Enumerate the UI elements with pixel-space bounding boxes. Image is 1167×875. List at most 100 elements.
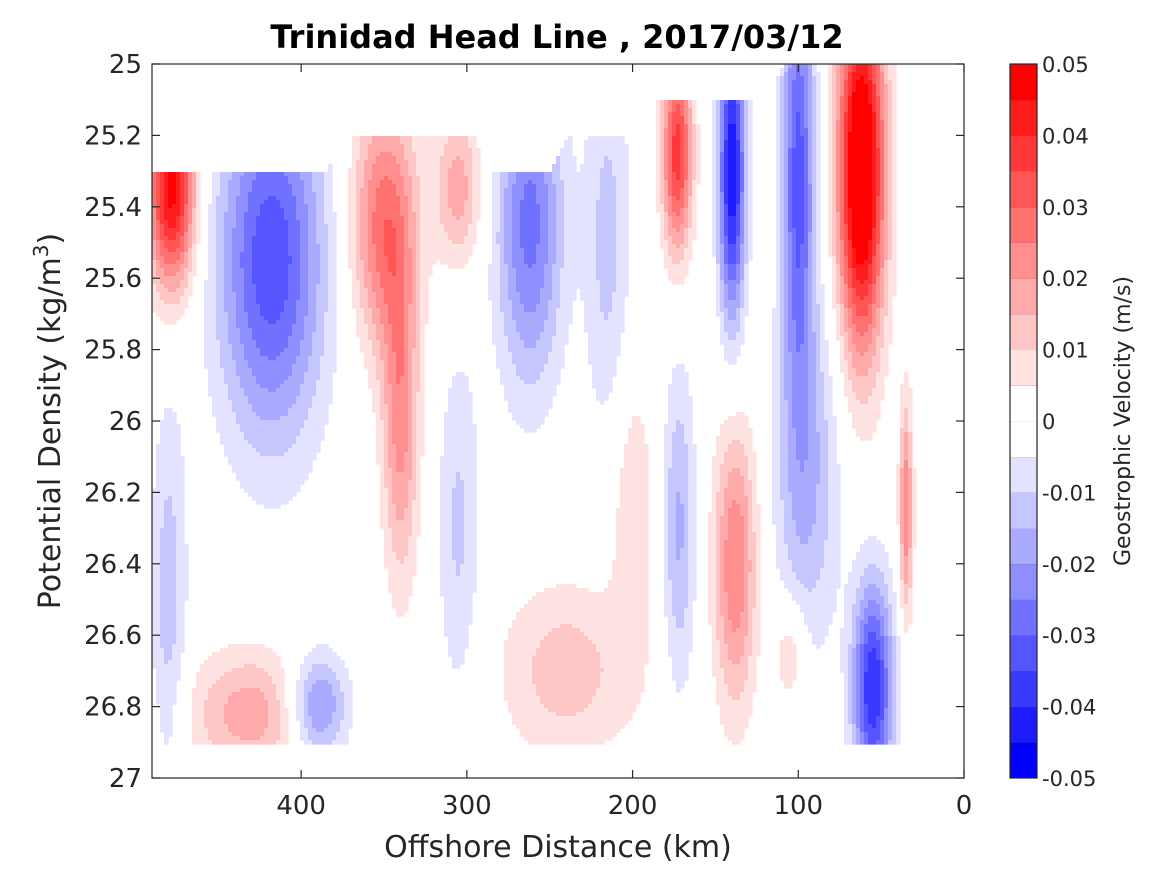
contour-cell [408, 392, 413, 397]
contour-cell [668, 404, 693, 409]
contour-cell [720, 340, 745, 345]
contour-cell [180, 212, 185, 217]
contour-cell [844, 272, 849, 277]
contour-cell [884, 208, 889, 213]
contour-cell [880, 200, 885, 205]
contour-cell [244, 216, 257, 221]
contour-cell [900, 384, 909, 389]
contour-cell [320, 252, 329, 257]
contour-cell [548, 212, 557, 217]
contour-cell [192, 268, 197, 273]
contour-cell [204, 332, 217, 337]
contour-cell [444, 440, 477, 445]
contour-cell [836, 104, 841, 109]
contour-cell [300, 232, 309, 237]
contour-cell [168, 236, 177, 241]
contour-cell [696, 160, 701, 165]
contour-cell [812, 80, 817, 85]
contour-cell [808, 340, 817, 345]
contour-cell [748, 176, 753, 181]
contour-cell [800, 124, 805, 129]
contour-cell [784, 368, 793, 373]
contour-cell [668, 388, 689, 393]
contour-cell [844, 200, 849, 205]
contour-cell [888, 180, 893, 185]
contour-cell [836, 332, 841, 337]
contour-cell [244, 224, 257, 229]
contour-cell [736, 144, 741, 149]
contour-cell [720, 320, 725, 325]
contour-cell [748, 180, 753, 185]
contour-cell [540, 228, 549, 233]
contour-cell [404, 352, 409, 357]
contour-cell [868, 100, 873, 105]
contour-cell [248, 400, 297, 405]
contour-cell [376, 256, 389, 261]
contour-cell [744, 188, 749, 193]
contour-cell [180, 252, 185, 257]
contour-cell [512, 216, 521, 221]
contour-cell [836, 64, 841, 69]
contour-cell [860, 436, 873, 441]
contour-cell [712, 244, 717, 249]
contour-cell [312, 352, 325, 357]
contour-cell [276, 196, 297, 201]
contour-cell [872, 108, 877, 113]
contour-cell [384, 440, 389, 445]
contour-cell [156, 452, 181, 457]
contour-cell [368, 304, 377, 309]
contour-cell [740, 244, 745, 249]
contour-cell [776, 296, 781, 301]
contour-cell [656, 160, 661, 165]
contour-cell [876, 76, 881, 81]
contour-cell [512, 236, 521, 241]
contour-cell [816, 172, 821, 177]
contour-cell [668, 400, 693, 405]
contour-cell [692, 188, 697, 193]
contour-cell [288, 180, 305, 185]
contour-cell [840, 236, 845, 241]
contour-cell [712, 160, 717, 165]
contour-cell [784, 248, 789, 253]
contour-cell [812, 116, 817, 121]
contour-cell [412, 384, 421, 389]
contour-cell [832, 168, 837, 173]
contour-cell [596, 264, 617, 269]
contour-cell [880, 192, 885, 197]
contour-cell [816, 212, 821, 217]
contour-cell [356, 328, 369, 333]
contour-cell [400, 380, 409, 385]
contour-cell [420, 296, 429, 301]
contour-cell [780, 336, 785, 341]
contour-cell [716, 196, 721, 201]
contour-cell [736, 316, 741, 321]
contour-cell [784, 172, 789, 177]
contour-cell [852, 316, 873, 321]
contour-cell [664, 424, 677, 429]
contour-cell [852, 272, 857, 277]
contour-cell [324, 204, 333, 209]
contour-cell [556, 312, 573, 317]
contour-cell [792, 184, 805, 189]
contour-cell [176, 196, 181, 201]
contour-cell [836, 108, 841, 113]
contour-cell [872, 272, 877, 277]
contour-cell [368, 224, 373, 229]
contour-cell [412, 436, 417, 441]
contour-cell [908, 448, 913, 453]
contour-cell [688, 188, 693, 193]
contour-cell [376, 304, 389, 309]
contour-cell [412, 260, 417, 265]
contour-cell [828, 120, 833, 125]
contour-cell [412, 456, 417, 461]
contour-cell [232, 464, 313, 469]
contour-cell [868, 368, 881, 373]
contour-cell [780, 76, 785, 81]
contour-cell [384, 232, 397, 237]
contour-cell [880, 152, 885, 157]
contour-cell [192, 244, 197, 249]
contour-cell [364, 280, 373, 285]
contour-cell [872, 240, 877, 245]
contour-cell [780, 388, 785, 393]
contour-cell [656, 144, 661, 149]
